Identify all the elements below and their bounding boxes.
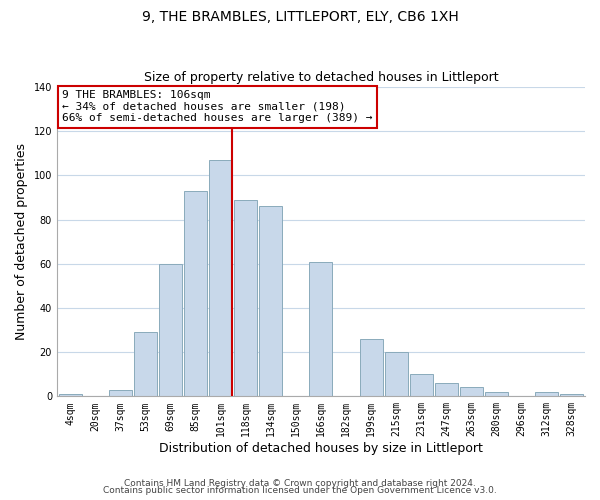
Bar <box>460 388 482 396</box>
Text: Contains public sector information licensed under the Open Government Licence v3: Contains public sector information licen… <box>103 486 497 495</box>
Y-axis label: Number of detached properties: Number of detached properties <box>15 143 28 340</box>
Bar <box>535 392 558 396</box>
Bar <box>359 339 383 396</box>
Text: Contains HM Land Registry data © Crown copyright and database right 2024.: Contains HM Land Registry data © Crown c… <box>124 478 476 488</box>
Text: 9, THE BRAMBLES, LITTLEPORT, ELY, CB6 1XH: 9, THE BRAMBLES, LITTLEPORT, ELY, CB6 1X… <box>142 10 458 24</box>
Bar <box>259 206 283 396</box>
Title: Size of property relative to detached houses in Littleport: Size of property relative to detached ho… <box>143 72 498 85</box>
Bar <box>235 200 257 396</box>
Bar <box>59 394 82 396</box>
Text: 9 THE BRAMBLES: 106sqm
← 34% of detached houses are smaller (198)
66% of semi-de: 9 THE BRAMBLES: 106sqm ← 34% of detached… <box>62 90 373 124</box>
Bar <box>410 374 433 396</box>
Bar <box>560 394 583 396</box>
Bar <box>134 332 157 396</box>
Bar <box>184 191 208 396</box>
Bar <box>209 160 232 396</box>
Bar <box>434 383 458 396</box>
Bar <box>109 390 132 396</box>
Bar <box>485 392 508 396</box>
Bar <box>159 264 182 396</box>
Bar <box>385 352 407 397</box>
Bar <box>310 262 332 396</box>
X-axis label: Distribution of detached houses by size in Littleport: Distribution of detached houses by size … <box>159 442 483 455</box>
